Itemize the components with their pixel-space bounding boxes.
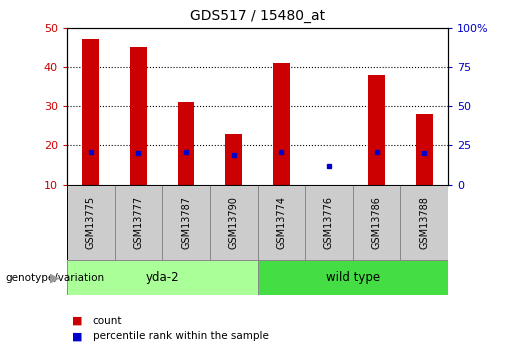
Text: ■: ■: [72, 316, 82, 326]
Text: count: count: [93, 316, 122, 326]
Text: GSM13786: GSM13786: [372, 196, 382, 249]
Bar: [82, 39, 99, 185]
Text: percentile rank within the sample: percentile rank within the sample: [93, 332, 269, 341]
Bar: [353, 185, 401, 260]
Bar: [210, 185, 258, 260]
Text: GSM13788: GSM13788: [419, 196, 429, 249]
Bar: [178, 102, 194, 185]
Bar: [67, 185, 115, 260]
Bar: [114, 185, 162, 260]
Text: GSM13774: GSM13774: [277, 196, 286, 249]
Bar: [226, 134, 242, 185]
Bar: [401, 185, 448, 260]
Bar: [273, 63, 289, 185]
Bar: [305, 185, 353, 260]
Text: ■: ■: [72, 332, 82, 341]
Text: GSM13790: GSM13790: [229, 196, 238, 249]
Text: wild type: wild type: [325, 271, 380, 284]
Text: ▶: ▶: [49, 271, 59, 284]
Bar: [67, 260, 258, 295]
Bar: [162, 185, 210, 260]
Bar: [416, 114, 433, 185]
Bar: [258, 260, 448, 295]
Text: GSM13775: GSM13775: [86, 196, 96, 249]
Text: genotype/variation: genotype/variation: [5, 273, 104, 283]
Text: GDS517 / 15480_at: GDS517 / 15480_at: [190, 9, 325, 23]
Text: GSM13776: GSM13776: [324, 196, 334, 249]
Bar: [258, 185, 305, 260]
Text: yda-2: yda-2: [145, 271, 179, 284]
Bar: [368, 75, 385, 185]
Text: GSM13777: GSM13777: [133, 196, 143, 249]
Text: GSM13787: GSM13787: [181, 196, 191, 249]
Bar: [130, 47, 147, 185]
